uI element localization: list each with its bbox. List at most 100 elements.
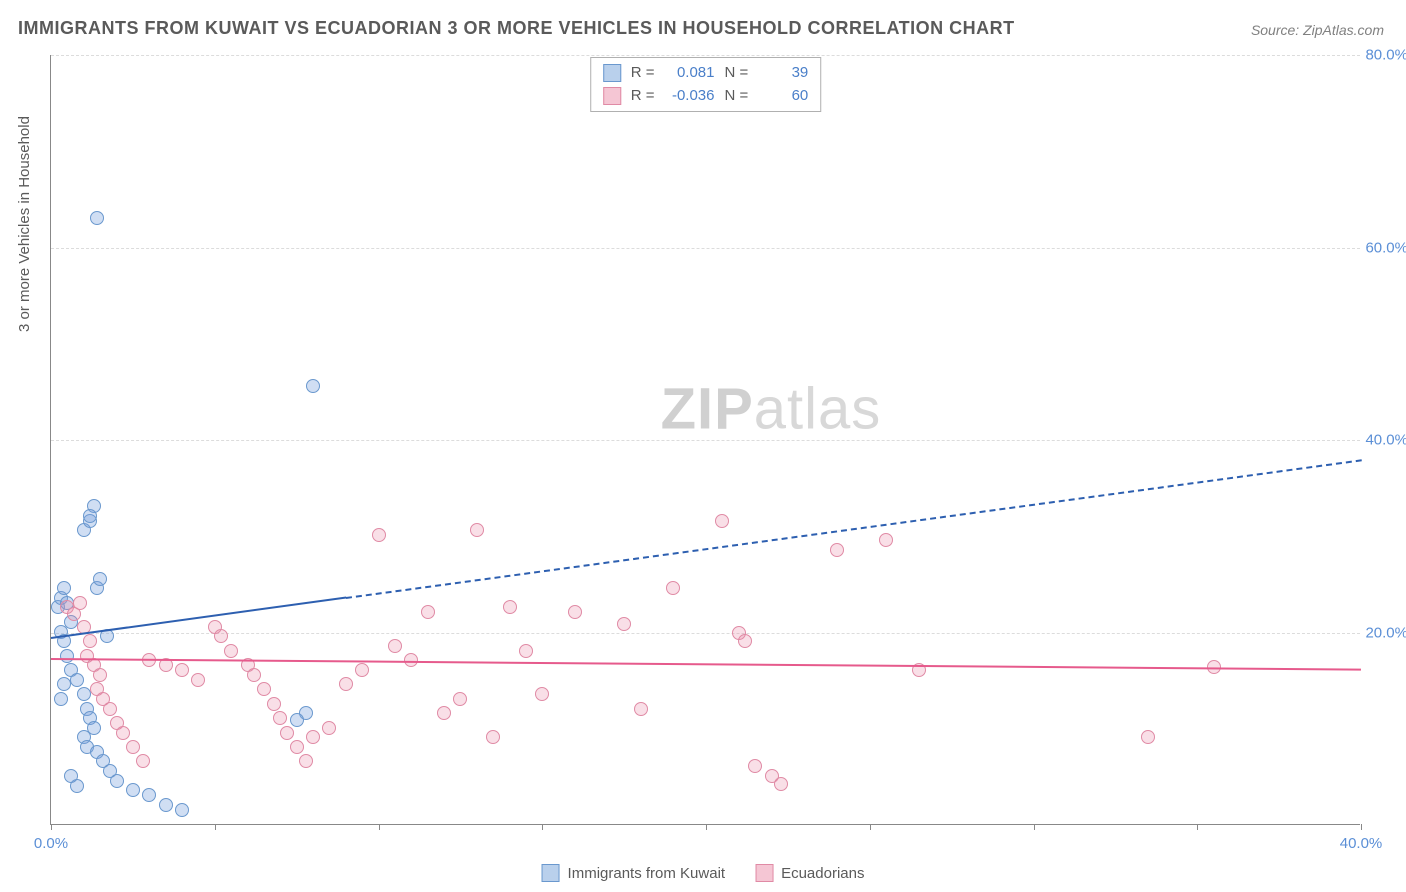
watermark-atlas: atlas <box>754 376 882 441</box>
n-value-1: 39 <box>758 62 808 85</box>
scatter-point-series-2 <box>634 702 648 716</box>
scatter-point-series-2 <box>830 543 844 557</box>
x-tick <box>1361 824 1362 830</box>
scatter-point-series-2 <box>421 605 435 619</box>
scatter-point-series-2 <box>568 605 582 619</box>
scatter-point-series-1 <box>90 211 104 225</box>
scatter-point-series-2 <box>503 600 517 614</box>
scatter-point-series-2 <box>470 523 484 537</box>
stats-legend-box: R = 0.081 N = 39 R = -0.036 N = 60 <box>590 57 822 112</box>
x-tick <box>51 824 52 830</box>
chart-title: IMMIGRANTS FROM KUWAIT VS ECUADORIAN 3 O… <box>18 18 1015 39</box>
scatter-point-series-2 <box>535 687 549 701</box>
legend-label-2: Ecuadorians <box>781 865 864 882</box>
scatter-point-series-2 <box>372 528 386 542</box>
scatter-point-series-2 <box>748 759 762 773</box>
legend-item-series-2: Ecuadorians <box>755 864 864 882</box>
scatter-point-series-2 <box>322 721 336 735</box>
swatch-series-2 <box>603 87 621 105</box>
scatter-point-series-2 <box>519 644 533 658</box>
scatter-point-series-1 <box>70 673 84 687</box>
scatter-point-series-2 <box>175 663 189 677</box>
x-tick <box>542 824 543 830</box>
scatter-point-series-1 <box>126 783 140 797</box>
scatter-point-series-2 <box>224 644 238 658</box>
scatter-point-series-1 <box>57 581 71 595</box>
scatter-point-series-2 <box>214 629 228 643</box>
scatter-point-series-2 <box>738 634 752 648</box>
r-value-1: 0.081 <box>665 62 715 85</box>
scatter-point-series-1 <box>64 769 78 783</box>
scatter-point-series-2 <box>486 730 500 744</box>
x-tick-label: 0.0% <box>34 835 68 852</box>
scatter-point-series-2 <box>103 702 117 716</box>
x-tick-label: 40.0% <box>1340 835 1383 852</box>
watermark-zip: ZIP <box>661 376 754 441</box>
stats-row-series-2: R = -0.036 N = 60 <box>603 85 809 108</box>
legend-swatch-1 <box>542 864 560 882</box>
scatter-point-series-2 <box>617 617 631 631</box>
r-label-2: R = <box>631 85 655 108</box>
n-label-2: N = <box>725 85 749 108</box>
x-tick <box>1034 824 1035 830</box>
x-tick <box>379 824 380 830</box>
scatter-point-series-2 <box>83 634 97 648</box>
scatter-point-series-2 <box>136 754 150 768</box>
scatter-point-series-2 <box>273 711 287 725</box>
scatter-point-series-2 <box>437 706 451 720</box>
source-attribution: Source: ZipAtlas.com <box>1251 22 1384 38</box>
scatter-point-series-2 <box>774 777 788 791</box>
correlation-chart: IMMIGRANTS FROM KUWAIT VS ECUADORIAN 3 O… <box>0 0 1406 892</box>
scatter-point-series-1 <box>110 774 124 788</box>
gridline <box>51 440 1360 441</box>
scatter-point-series-2 <box>355 663 369 677</box>
scatter-point-series-2 <box>247 668 261 682</box>
plot-area: ZIPatlas R = 0.081 N = 39 R = -0.036 N =… <box>50 55 1360 825</box>
scatter-point-series-1 <box>175 803 189 817</box>
scatter-point-series-2 <box>93 668 107 682</box>
scatter-point-series-2 <box>257 682 271 696</box>
scatter-point-series-2 <box>1141 730 1155 744</box>
scatter-point-series-1 <box>306 379 320 393</box>
scatter-point-series-1 <box>60 649 74 663</box>
legend-item-series-1: Immigrants from Kuwait <box>542 864 726 882</box>
scatter-point-series-2 <box>388 639 402 653</box>
scatter-point-series-2 <box>339 677 353 691</box>
y-tick-label: 20.0% <box>1365 624 1406 641</box>
scatter-point-series-2 <box>280 726 294 740</box>
scatter-point-series-2 <box>116 726 130 740</box>
scatter-point-series-1 <box>290 713 304 727</box>
scatter-point-series-2 <box>267 697 281 711</box>
y-tick-label: 60.0% <box>1365 239 1406 256</box>
gridline <box>51 55 1360 56</box>
bottom-legend: Immigrants from Kuwait Ecuadorians <box>542 864 865 882</box>
scatter-point-series-1 <box>142 788 156 802</box>
scatter-point-series-2 <box>453 692 467 706</box>
n-value-2: 60 <box>758 85 808 108</box>
r-value-2: -0.036 <box>665 85 715 108</box>
x-tick <box>215 824 216 830</box>
scatter-point-series-2 <box>879 533 893 547</box>
y-axis-label: 3 or more Vehicles in Household <box>16 116 33 332</box>
scatter-point-series-2 <box>126 740 140 754</box>
y-tick-label: 80.0% <box>1365 47 1406 64</box>
scatter-point-series-2 <box>191 673 205 687</box>
scatter-point-series-2 <box>666 581 680 595</box>
legend-swatch-2 <box>755 864 773 882</box>
scatter-point-series-1 <box>93 572 107 586</box>
scatter-point-series-2 <box>715 514 729 528</box>
legend-label-1: Immigrants from Kuwait <box>568 865 726 882</box>
stats-row-series-1: R = 0.081 N = 39 <box>603 62 809 85</box>
trendline-dashed-series-1 <box>346 459 1362 599</box>
swatch-series-1 <box>603 64 621 82</box>
x-tick <box>870 824 871 830</box>
scatter-point-series-2 <box>306 730 320 744</box>
scatter-point-series-2 <box>290 740 304 754</box>
gridline <box>51 248 1360 249</box>
x-tick <box>1197 824 1198 830</box>
scatter-point-series-1 <box>83 509 97 523</box>
scatter-point-series-2 <box>73 596 87 610</box>
r-label-1: R = <box>631 62 655 85</box>
gridline <box>51 633 1360 634</box>
scatter-point-series-1 <box>77 687 91 701</box>
